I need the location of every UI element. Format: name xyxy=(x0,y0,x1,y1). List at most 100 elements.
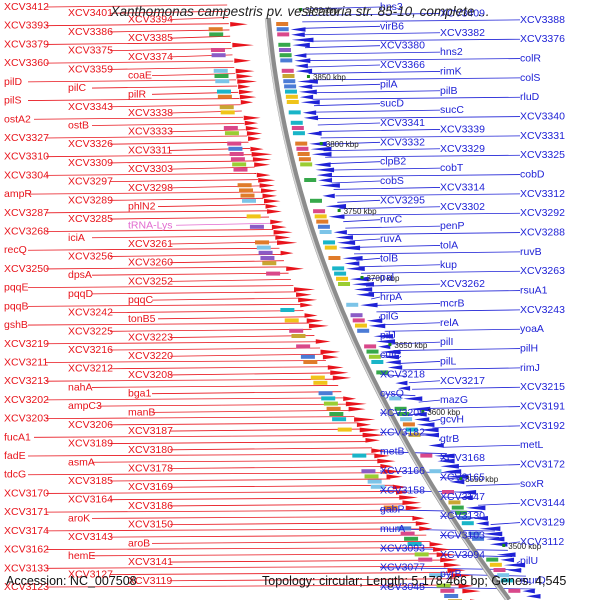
right-gene-label: colS xyxy=(520,72,540,84)
right-gene-block xyxy=(316,220,328,224)
right-leader-line xyxy=(311,84,380,86)
right-leader-line xyxy=(352,245,440,247)
right-gene-arrow xyxy=(300,95,313,100)
left-gene-label: XCV3385 xyxy=(128,32,173,44)
right-leader-line xyxy=(303,26,380,28)
left-gene-arrow xyxy=(272,225,287,230)
left-gene-block xyxy=(255,240,269,244)
left-gene-label: tdcG xyxy=(4,469,26,481)
right-gene-label: rsuA1 xyxy=(520,285,548,297)
left-gene-label: XCV3187 xyxy=(128,425,173,437)
right-gene-label: XCV3182 xyxy=(380,426,425,438)
right-gene-arrow xyxy=(369,324,385,329)
left-gene-label: gshB xyxy=(4,319,28,331)
right-gene-label: mazG xyxy=(440,394,468,406)
right-gene-label: XCV3077 xyxy=(380,562,425,574)
left-gene-arrow xyxy=(277,240,297,245)
left-gene-block xyxy=(280,308,294,312)
left-gene-arrow xyxy=(253,157,271,162)
left-gene-arrow xyxy=(232,43,254,48)
left-gene-block xyxy=(212,53,226,57)
left-gene-label: dpsA xyxy=(68,269,92,281)
right-gene-arrow xyxy=(342,256,362,261)
right-leader-line xyxy=(454,465,520,467)
left-gene-label: pilD xyxy=(4,76,23,88)
left-gene-label: XCV3250 xyxy=(4,263,49,275)
right-gene-label: XCV3112 xyxy=(520,536,564,548)
left-gene-label: asmA xyxy=(68,456,95,468)
right-gene-label: XCV3217 xyxy=(440,375,485,387)
left-gene-label: coaE xyxy=(128,70,152,82)
right-gene-label: mcrB xyxy=(440,297,465,309)
right-gene-label: XCV3366 xyxy=(380,59,425,71)
left-leader-line xyxy=(158,205,265,207)
right-leader-line xyxy=(334,187,440,189)
right-gene-block xyxy=(323,240,335,244)
left-gene-label: XCV3309 xyxy=(68,157,113,169)
accession-text: Accession: NC_007508 xyxy=(6,574,137,588)
right-gene-arrow xyxy=(317,173,332,178)
right-leader-line xyxy=(371,297,380,299)
right-gene-block xyxy=(351,313,363,317)
left-gene-arrow xyxy=(406,506,422,511)
right-gene-label: ruvC xyxy=(380,214,403,226)
right-gene-block xyxy=(293,131,305,135)
right-gene-label: XCV3215 xyxy=(520,381,565,393)
right-gene-arrow xyxy=(296,69,312,74)
right-gene-label: XCV3129 xyxy=(520,517,565,529)
left-gene-block xyxy=(247,214,261,218)
right-gene-label: hrpA xyxy=(380,291,402,303)
left-gene-label: ostB xyxy=(68,119,89,131)
right-gene-block xyxy=(299,157,311,161)
right-leader-line xyxy=(354,252,520,254)
right-leader-line xyxy=(466,484,520,486)
left-gene-label: XCV3174 xyxy=(4,525,49,537)
left-gene-arrow xyxy=(294,287,315,292)
left-gene-label: XCV3141 xyxy=(128,556,173,568)
right-gene-label: XCV3263 xyxy=(520,265,565,277)
right-gene-label: XCV3329 xyxy=(440,143,485,155)
kbp-label: 3750 kbp xyxy=(344,207,377,216)
left-gene-label: XCV3298 xyxy=(128,182,173,194)
right-gene-label: colR xyxy=(520,53,541,65)
left-gene-label: XCV3162 xyxy=(4,544,49,556)
left-gene-arrow xyxy=(298,298,317,303)
left-gene-label: XCV3268 xyxy=(4,226,49,238)
right-gene-label: yoaA xyxy=(520,323,544,335)
left-gene-block xyxy=(259,251,273,255)
left-gene-arrow xyxy=(316,339,331,344)
right-gene-arrow xyxy=(360,303,377,308)
left-gene-block xyxy=(291,334,305,338)
right-gene-block xyxy=(508,589,520,593)
left-gene-label: ampC3 xyxy=(68,400,102,412)
left-gene-block xyxy=(365,474,379,478)
left-leader-line xyxy=(170,429,361,431)
left-gene-block xyxy=(228,147,242,151)
right-gene-label: cobT xyxy=(440,162,464,174)
left-gene-block xyxy=(332,417,346,421)
right-gene-block xyxy=(282,74,294,78)
right-gene-label: XCV3325 xyxy=(520,149,565,161)
left-gene-label: XCV3375 xyxy=(68,45,113,57)
left-gene-label: XCV3178 xyxy=(128,463,173,475)
left-gene-label: XCV3171 xyxy=(4,506,49,518)
right-gene-label: XCV3094 xyxy=(440,549,485,561)
right-gene-label: clpB2 xyxy=(380,156,406,168)
right-gene-block xyxy=(490,563,502,567)
left-gene-label: tRNA-Lys xyxy=(128,219,173,231)
right-gene-block xyxy=(313,209,325,213)
right-gene-label: penP xyxy=(440,220,465,232)
left-gene-block xyxy=(209,32,223,36)
right-gene-label: cysQ xyxy=(380,388,404,400)
left-gene-arrow xyxy=(252,152,273,157)
right-gene-block xyxy=(364,344,376,348)
kbp-tick xyxy=(388,343,391,346)
left-gene-arrow xyxy=(236,69,255,74)
left-gene-label: XCV3189 xyxy=(68,438,113,450)
right-leader-line xyxy=(382,323,440,325)
left-gene-label: XCV3303 xyxy=(128,163,173,175)
right-leader-line xyxy=(305,46,380,48)
left-gene-label: XCV3164 xyxy=(68,494,113,506)
right-gene-arrow xyxy=(334,230,347,235)
right-gene-block xyxy=(325,246,337,250)
